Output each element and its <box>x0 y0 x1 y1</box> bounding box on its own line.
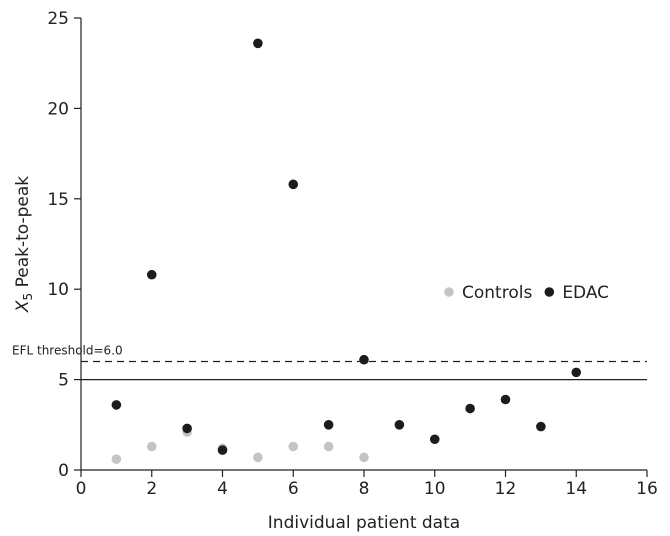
x-tick-label: 14 <box>565 479 587 499</box>
legend-marker-controls <box>444 287 454 297</box>
ticks: 0 5 10 15 20 25 0 2 4 6 8 10 12 14 16 <box>47 9 657 499</box>
x-axis-title: Individual patient data <box>268 513 460 533</box>
x-tick-label: 0 <box>76 479 87 499</box>
point-edac <box>500 394 511 405</box>
x-tick-label: 6 <box>288 479 299 499</box>
x-tick-label: 2 <box>146 479 157 499</box>
point-controls <box>288 441 299 452</box>
legend-label-controls: Controls <box>462 283 532 303</box>
point-edac <box>182 423 192 434</box>
y-axis-title-symbol: X <box>13 300 33 313</box>
point-edac <box>288 179 299 190</box>
point-edac <box>465 403 475 414</box>
y-axis-title: X5 Peak-to-peak <box>13 176 35 313</box>
y-tick-label: 15 <box>47 190 69 210</box>
point-controls <box>253 452 263 463</box>
x-tick-label: 10 <box>424 479 446 499</box>
y-tick-label: 5 <box>58 371 69 391</box>
legend: Controls EDAC <box>444 283 609 303</box>
axes <box>80 18 647 471</box>
point-controls <box>323 441 334 452</box>
x-tick-label: 8 <box>359 479 370 499</box>
y-tick-label: 25 <box>47 9 69 29</box>
point-controls <box>146 441 157 452</box>
point-controls <box>359 452 369 463</box>
y-tick-label: 0 <box>58 461 69 481</box>
point-controls <box>111 454 122 464</box>
point-edac <box>394 420 405 430</box>
y-tick-label: 20 <box>47 99 69 119</box>
efl-threshold-label: EFL threshold=6.0 <box>12 344 123 358</box>
legend-label-edac: EDAC <box>562 283 609 303</box>
point-edac <box>146 269 157 280</box>
point-edac <box>359 354 369 365</box>
point-edac <box>217 445 228 455</box>
point-edac <box>571 367 582 378</box>
y-tick-label: 10 <box>47 280 69 300</box>
legend-marker-edac <box>544 287 555 297</box>
point-edac <box>253 38 263 49</box>
point-edac <box>323 420 334 430</box>
x-tick-label: 16 <box>636 479 658 499</box>
y-axis-title-text: Peak-to-peak <box>13 176 33 293</box>
point-edac <box>111 400 122 410</box>
x-tick-label: 4 <box>217 479 228 499</box>
data-points <box>111 38 582 464</box>
point-edac <box>536 421 546 432</box>
y-axis-title-subscript: 5 <box>21 293 35 301</box>
point-edac <box>429 434 440 445</box>
x-tick-label: 12 <box>495 479 517 499</box>
